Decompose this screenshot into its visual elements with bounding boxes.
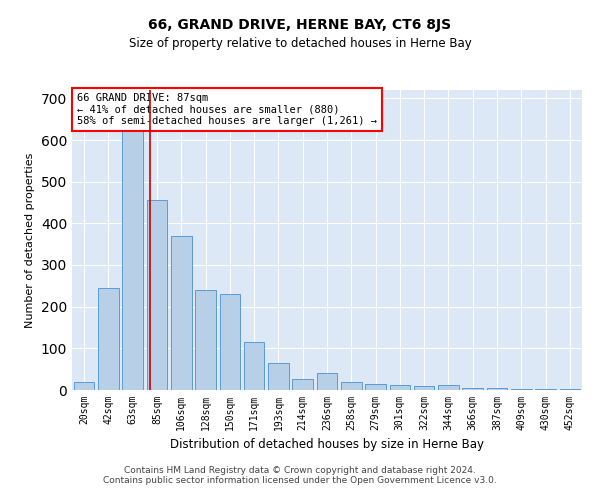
Bar [438, 384, 459, 390]
Bar [414, 386, 434, 390]
Bar [122, 128, 143, 390]
Bar [511, 389, 532, 390]
Text: 66 GRAND DRIVE: 87sqm
← 41% of detached houses are smaller (880)
58% of semi-det: 66 GRAND DRIVE: 87sqm ← 41% of detached … [77, 93, 377, 126]
Bar [317, 374, 337, 390]
Bar [171, 236, 191, 390]
Bar [220, 294, 240, 390]
Bar [74, 382, 94, 390]
Bar [98, 288, 119, 390]
X-axis label: Distribution of detached houses by size in Herne Bay: Distribution of detached houses by size … [170, 438, 484, 452]
Bar [195, 290, 216, 390]
Text: 66, GRAND DRIVE, HERNE BAY, CT6 8JS: 66, GRAND DRIVE, HERNE BAY, CT6 8JS [148, 18, 452, 32]
Bar [244, 342, 265, 390]
Bar [389, 384, 410, 390]
Bar [341, 382, 362, 390]
Bar [487, 388, 508, 390]
Bar [292, 379, 313, 390]
Y-axis label: Number of detached properties: Number of detached properties [25, 152, 35, 328]
Bar [535, 389, 556, 390]
Text: Size of property relative to detached houses in Herne Bay: Size of property relative to detached ho… [128, 38, 472, 51]
Bar [365, 384, 386, 390]
Text: Contains HM Land Registry data © Crown copyright and database right 2024.
Contai: Contains HM Land Registry data © Crown c… [103, 466, 497, 485]
Bar [268, 363, 289, 390]
Bar [146, 200, 167, 390]
Bar [560, 389, 580, 390]
Bar [463, 388, 483, 390]
